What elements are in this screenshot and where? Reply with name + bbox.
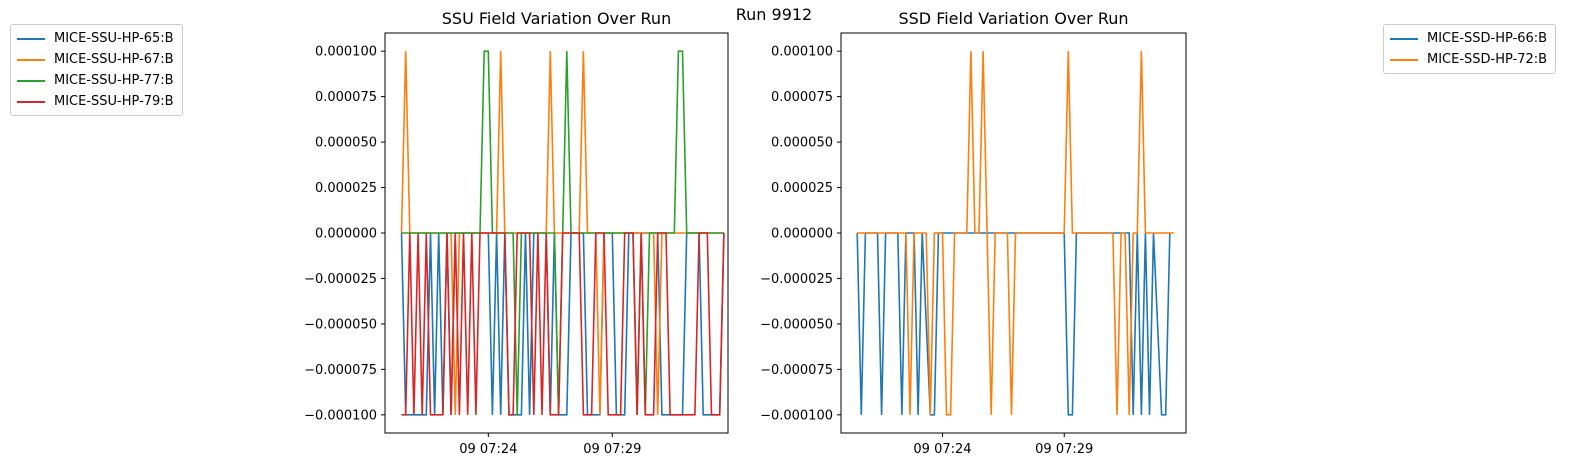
y-tick-label: −0.000075 bbox=[760, 363, 833, 378]
legend-swatch bbox=[17, 37, 45, 40]
ssu-legend: MICE-SSU-HP-65:B MICE-SSU-HP-67:B MICE-SSU… bbox=[10, 24, 183, 116]
y-tick-label: 0.000075 bbox=[771, 90, 833, 105]
y-tick-label: 0.000000 bbox=[315, 227, 377, 242]
legend-entry: MICE-SSD-HP-72:B bbox=[1390, 49, 1547, 70]
ssd-chart: SSD Field Variation Over Run −0.000100 −0.… bbox=[760, 9, 1187, 457]
legend-swatch bbox=[17, 58, 45, 61]
legend-label: MICE-SSU-HP-65:B bbox=[54, 31, 174, 46]
y-tick-label: −0.000100 bbox=[760, 408, 833, 423]
y-tick-label: 0.000000 bbox=[771, 227, 833, 242]
chart-title: SSU Field Variation Over Run bbox=[442, 9, 671, 28]
legend-label: MICE-SSD-HP-72:B bbox=[1427, 52, 1548, 67]
legend-swatch bbox=[1390, 37, 1418, 40]
y-tick-label: 0.000075 bbox=[315, 90, 377, 105]
x-tick-label: 09 07:29 bbox=[1035, 442, 1093, 457]
figure-title: Run 9912 bbox=[736, 5, 812, 24]
x-tick-label: 09 07:29 bbox=[583, 442, 641, 457]
legend-entry: MICE-SSU-HP-77:B bbox=[17, 70, 174, 91]
ssd-legend: MICE-SSD-HP-66:B MICE-SSD-HP-72:B bbox=[1383, 24, 1557, 74]
legend-swatch bbox=[17, 79, 45, 82]
y-tick-label: −0.000025 bbox=[760, 272, 833, 287]
y-tick-label: 0.000025 bbox=[315, 181, 377, 196]
y-tick-label: −0.000025 bbox=[304, 272, 377, 287]
plot-area bbox=[400, 50, 725, 416]
legend-label: MICE-SSU-HP-67:B bbox=[54, 52, 174, 67]
legend-label: MICE-SSD-HP-66:B bbox=[1427, 31, 1548, 46]
y-tick-label: 0.000050 bbox=[771, 136, 833, 151]
ssu-chart: SSU Field Variation Over Run −0.000100 −0.… bbox=[304, 9, 729, 457]
x-tick-label: 09 07:24 bbox=[913, 442, 971, 457]
legend-entry: MICE-SSU-HP-79:B bbox=[17, 91, 174, 112]
y-tick-label: −0.000075 bbox=[304, 363, 377, 378]
y-tick-label: −0.000050 bbox=[304, 317, 377, 332]
y-tick-label: 0.000100 bbox=[771, 45, 833, 60]
y-tick-label: 0.000100 bbox=[315, 45, 377, 60]
y-tick-label: 0.000025 bbox=[771, 181, 833, 196]
legend-label: MICE-SSU-HP-79:B bbox=[54, 94, 174, 109]
x-tick-label: 09 07:24 bbox=[459, 442, 517, 457]
legend-swatch bbox=[17, 100, 45, 103]
y-tick-label: −0.000050 bbox=[760, 317, 833, 332]
chart-title: SSD Field Variation Over Run bbox=[898, 9, 1128, 28]
legend-swatch bbox=[1390, 58, 1418, 61]
series-line bbox=[401, 50, 724, 415]
legend-label: MICE-SSU-HP-77:B bbox=[54, 73, 174, 88]
legend-entry: MICE-SSU-HP-65:B bbox=[17, 28, 174, 49]
legend-entry: MICE-SSD-HP-66:B bbox=[1390, 28, 1547, 49]
series-line bbox=[857, 51, 1174, 416]
plot-area bbox=[856, 51, 1174, 416]
legend-entry: MICE-SSU-HP-67:B bbox=[17, 49, 174, 70]
y-tick-label: −0.000100 bbox=[304, 408, 377, 423]
series-line bbox=[401, 232, 725, 416]
y-tick-label: 0.000050 bbox=[315, 136, 377, 151]
